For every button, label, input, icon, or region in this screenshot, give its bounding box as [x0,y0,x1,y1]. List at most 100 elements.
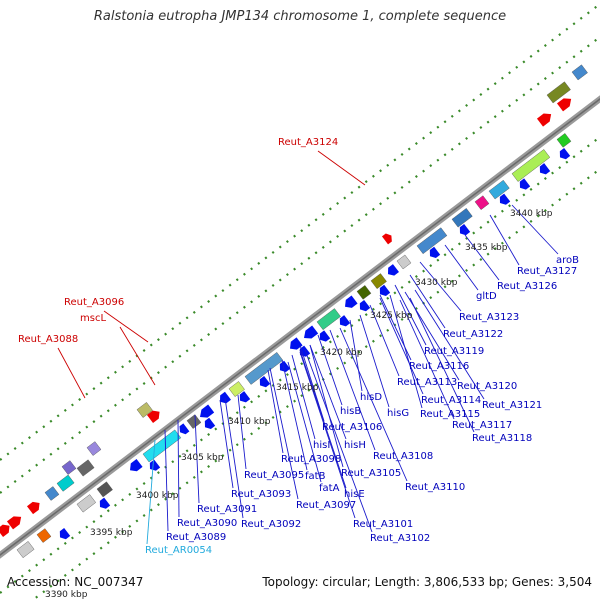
gene-feature [16,541,35,559]
leader-line [389,294,423,409]
leader-line [304,349,373,533]
leader-line [57,347,86,399]
kbp-tick-label: 3420 kbp [320,348,363,358]
gene-block [571,64,588,81]
leader-line [103,310,149,343]
kbp-tick-label: 3440 kbp [510,209,553,219]
leader-line [224,397,244,519]
leader-line [409,274,446,329]
gene-arrow [499,193,511,205]
gene-label: Reut_A3120 [457,381,517,392]
gene-block [451,208,473,228]
gene-labels: Reut_A3124Reut_A3096mscLReut_A3088aroBRe… [18,137,579,556]
kbp-tick-label: 3395 kbp [90,528,133,538]
gene-arrow [539,163,551,175]
leader-line [464,234,500,281]
gene-feature [228,381,245,397]
gene-feature [56,474,75,492]
gene-block [56,474,75,492]
gene-block [416,227,448,255]
gene-arrow [519,178,531,190]
gene-feature [356,285,372,300]
gene-feature [556,133,572,148]
chromosome-backbone [0,95,600,559]
gene-feature [244,352,284,385]
leader-line [299,351,356,519]
gene-label: hisI [313,440,330,451]
gene-feature [381,233,392,245]
gene-feature [220,391,231,404]
gene-feature [451,208,473,228]
gene-feature [136,402,153,418]
leader-line [219,399,234,489]
gene-label: Reut_A3097 [296,500,356,511]
gene-label: Reut_A3098 [281,454,341,465]
gene-feature [6,516,22,530]
gene-arrow [536,113,552,127]
gene-arrow [359,299,371,312]
leader-line [291,354,316,440]
accession-text: Accession: NC_007347 [7,575,144,589]
gene-block [186,414,202,429]
gene-feature [36,528,52,543]
gene-feature [0,524,10,537]
leader-line [444,244,479,291]
gene-label: hisD [360,392,382,403]
gene-feature [76,494,97,513]
gene-label: Reut_A3124 [278,137,338,148]
gene-arrow [26,501,40,515]
gene-arrow [290,337,303,350]
gene-feature [86,441,102,456]
gene-label: hisB [340,406,361,417]
gene-arrow [345,295,358,308]
leader-line [119,326,156,386]
gene-arrow [319,330,331,342]
gene-label: hisG [387,408,409,419]
gene-arrow [381,233,392,245]
gene-feature [290,337,303,350]
gene-label: Reut_A3126 [497,281,557,292]
gene-label: fatB [305,471,326,482]
gene-block [474,195,490,210]
gene-label: Reut_A3088 [18,334,78,345]
kbp-tick-label: 3425 kbp [370,311,413,321]
gene-feature [26,501,40,515]
gene-label: Reut_A3123 [459,312,519,323]
gene-label: Reut_A3119 [424,346,484,357]
gene-label: Reut_A3110 [405,482,465,493]
gene-block [61,460,77,475]
gene-feature [96,481,113,498]
gene-feature [379,284,391,297]
gene-feature [200,404,215,418]
kbp-tick-label: 3400 kbp [136,491,179,501]
summary-text: Topology: circular; Length: 3,806,533 bp… [262,575,592,589]
gene-feature [536,113,552,127]
gene-feature [146,410,160,423]
leader-line [419,261,462,312]
gene-feature [259,375,271,388]
leader-line [237,394,247,470]
gene-arrow [556,98,572,112]
leader-line [369,304,400,377]
gene-feature [339,315,351,327]
leader-line [269,367,299,500]
label-leader-lines [57,150,559,545]
gene-arrow [429,246,441,259]
gene-feature [304,325,319,339]
kbp-tick-label: 3405 kbp [181,453,224,463]
leader-line [146,439,156,545]
gene-label: Reut_A3117 [452,420,512,431]
gene-label: Reut_A3102 [370,533,430,544]
gene-feature [345,295,358,308]
gene-arrow [304,325,319,339]
gene-label: Reut_A3108 [373,451,433,462]
leader-line [394,284,427,346]
leader-line [164,429,169,532]
leader-line [339,327,408,482]
kbp-tick-label: 3415 kbp [276,383,319,393]
kbp-tick-label: 3430 kbp [415,278,458,288]
leader-line [511,204,559,255]
gene-label: Reut_A3090 [177,518,237,529]
